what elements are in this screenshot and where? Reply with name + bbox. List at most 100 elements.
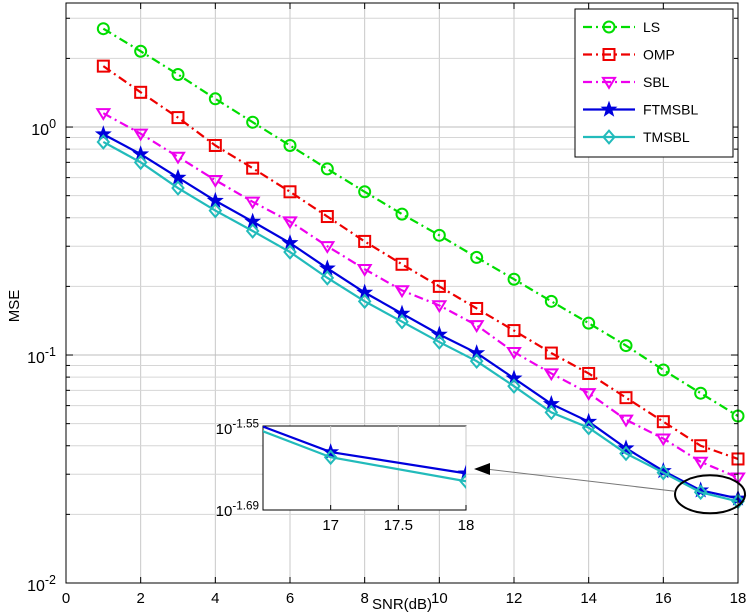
marker-star: [430, 325, 448, 342]
marker-circle: [602, 20, 616, 34]
zoom-ellipse: [674, 474, 746, 515]
marker-circle: [134, 44, 148, 58]
marker-square: [432, 279, 446, 293]
inset-x-tick-label: 17.5: [384, 517, 413, 534]
marker-circle: [619, 339, 633, 353]
marker-square: [507, 324, 521, 338]
marker-diamond: [432, 334, 447, 350]
legend-item: SBL: [583, 74, 670, 90]
series-tmsbl: [96, 134, 745, 510]
y-axis-label: MSE: [6, 290, 23, 323]
marker-circle: [395, 207, 409, 221]
legend-label: OMP: [643, 47, 675, 63]
marker-triangle: [170, 151, 186, 165]
x-tick-label: 0: [62, 590, 70, 607]
x-tick-label: 8: [360, 590, 368, 607]
marker-diamond: [96, 134, 111, 150]
marker-diamond: [320, 270, 335, 286]
marker-triangle: [356, 264, 373, 277]
marker-circle: [470, 250, 484, 264]
marker-triangle: [319, 241, 336, 254]
series-line: [102, 112, 739, 479]
inset-series-line: [263, 426, 466, 475]
x-tick-label: 16: [655, 590, 672, 607]
marker-circle: [171, 67, 185, 81]
marker-square: [358, 234, 372, 248]
series-ls: [96, 22, 745, 423]
marker-circle: [656, 363, 670, 377]
marker-triangle: [244, 196, 261, 210]
marker-star: [505, 369, 523, 386]
inset-x-tick-label: 18: [458, 517, 475, 534]
marker-star: [654, 462, 672, 479]
legend-label: TMSBL: [643, 129, 690, 145]
marker-diamond: [602, 129, 616, 145]
marker-square: [134, 85, 148, 99]
tick-exponent: 0: [49, 117, 56, 131]
marker-diamond: [171, 180, 185, 196]
marker-circle: [208, 92, 222, 106]
tick-base: 10: [27, 578, 45, 595]
legend-box: [574, 8, 734, 158]
marker-square: [395, 257, 409, 271]
marker-triangle: [618, 414, 634, 428]
marker-triangle: [132, 128, 149, 142]
marker-square: [171, 111, 185, 125]
marker-circle: [246, 115, 260, 129]
marker-diamond: [283, 244, 297, 260]
zoom-annotation: [474, 463, 746, 515]
marker-circle: [320, 162, 334, 176]
inset-x-tick-label: 17: [322, 517, 339, 534]
series-ftmsbl: [94, 125, 747, 506]
marker-square: [694, 439, 708, 453]
marker-diamond: [469, 353, 484, 369]
legend-item: OMP: [583, 47, 675, 63]
marker-star: [94, 125, 112, 142]
marker-circle: [358, 185, 372, 199]
marker-square: [656, 415, 670, 429]
marker-diamond: [459, 473, 466, 490]
tick-exponent: -2: [45, 573, 56, 587]
marker-diamond: [581, 419, 596, 436]
marker-circle: [283, 138, 297, 152]
tick-exponent: -1: [45, 345, 56, 359]
marker-diamond: [507, 378, 521, 395]
x-tick-label: 10: [431, 590, 448, 607]
marker-triangle: [692, 456, 709, 470]
marker-diamond: [619, 445, 633, 462]
x-tick-label: 4: [211, 590, 219, 607]
tick-base: 10: [31, 122, 49, 139]
marker-circle: [507, 272, 521, 286]
marker-diamond: [133, 154, 148, 171]
legend-item: TMSBL: [583, 129, 690, 145]
series-line: [102, 65, 739, 460]
legend-label: FTMSBL: [643, 102, 698, 118]
marker-square: [320, 210, 334, 224]
inset-y-tick-label: 10-1.55: [216, 417, 260, 438]
legend-item: LS: [583, 19, 660, 35]
series-line: [102, 133, 739, 500]
marker-diamond: [323, 449, 338, 466]
inset-series-line: [263, 430, 466, 483]
series-layer: [94, 22, 747, 510]
marker-triangle: [506, 346, 522, 360]
marker-diamond: [208, 202, 223, 219]
zoom-arrow-head: [474, 463, 490, 475]
zoom-arrow-line: [485, 468, 676, 492]
marker-square: [602, 48, 616, 61]
marker-triangle: [394, 285, 410, 299]
marker-triangle: [207, 174, 224, 188]
x-axis-label: SNR(dB): [372, 596, 432, 612]
marker-diamond: [357, 293, 372, 310]
marker-triangle: [580, 388, 597, 401]
x-tick-label: 12: [506, 590, 523, 607]
tick-base: 10: [216, 421, 233, 438]
marker-circle: [582, 316, 596, 330]
tick-base: 10: [216, 503, 233, 520]
marker-star: [600, 100, 618, 117]
marker-diamond: [245, 223, 260, 239]
marker-circle: [544, 294, 558, 308]
marker-diamond: [693, 484, 708, 501]
marker-triangle: [468, 320, 485, 333]
